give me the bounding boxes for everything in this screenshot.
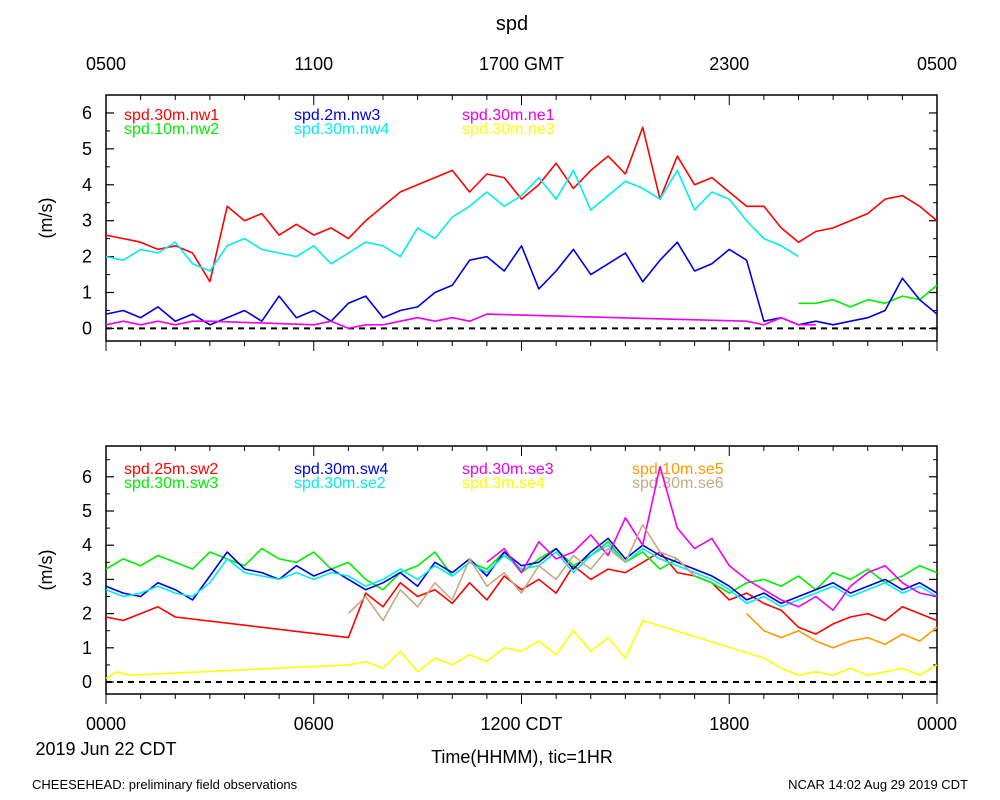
y-tick-label: 5 <box>82 501 92 521</box>
legend-entry: spd.10m.se5 <box>632 461 724 478</box>
series-line <box>347 523 696 622</box>
top-panel-ticks: 0 1 2 3 4 5 6 <box>82 95 938 351</box>
y-tick-label: 6 <box>82 467 92 487</box>
footer-left: CHEESEHEAD: preliminary field observatio… <box>32 777 298 792</box>
series-line <box>746 613 938 649</box>
gmt-tick-label: 0500 <box>917 54 957 74</box>
bottom-legend: spd.25m.sw2spd.30m.sw3spd.30m.sw4spd.30m… <box>124 461 724 492</box>
gmt-tick-label: 2300 <box>709 54 749 74</box>
y-tick-label: 0 <box>82 672 92 692</box>
bottom-cdt-tick-labels: 0000 0600 1200 CDT 1800 0000 <box>86 714 957 734</box>
top-series-group <box>105 126 938 330</box>
series-line <box>798 284 938 308</box>
legend-entry: spd.30m.nw4 <box>294 121 389 138</box>
top-legend: spd.30m.nw1spd.10m.nw2spd.2m.nw3spd.30m.… <box>124 107 555 138</box>
y-tick-label: 2 <box>82 604 92 624</box>
legend-entry: spd.30m.se3 <box>462 461 554 478</box>
gmt-tick-label: 1700 GMT <box>479 54 564 74</box>
y-tick-label: 6 <box>82 103 92 123</box>
legend-entry: spd.2m.nw3 <box>294 107 380 124</box>
legend-entry: spd.30m.se6 <box>632 475 724 492</box>
gmt-tick-label: 0500 <box>86 54 126 74</box>
series-line <box>105 537 938 605</box>
legend-entry: spd.30m.ne3 <box>462 121 555 138</box>
legend-entry: spd.30m.sw4 <box>294 461 388 478</box>
y-tick-label: 2 <box>82 247 92 267</box>
series-line <box>105 541 938 594</box>
legend-entry: spd.30m.sw3 <box>124 475 218 492</box>
cdt-tick-label: 0000 <box>917 714 957 734</box>
chart-title: spd <box>496 13 528 35</box>
y-tick-label: 1 <box>82 283 92 303</box>
series-line <box>105 241 938 326</box>
y-tick-label: 5 <box>82 139 92 159</box>
cdt-tick-label: 0000 <box>86 714 126 734</box>
legend-entry: spd.30m.ne1 <box>462 107 555 124</box>
series-line <box>105 169 799 272</box>
y-tick-label: 4 <box>82 175 92 195</box>
series-line <box>486 465 938 611</box>
series-line <box>105 126 938 283</box>
top-ylabel: (m/s) <box>36 198 56 239</box>
y-tick-label: 3 <box>82 211 92 231</box>
series-line <box>105 313 816 330</box>
series-line <box>105 551 938 639</box>
bottom-panel-ticks: 0 1 2 3 4 5 6 <box>82 446 938 704</box>
legend-entry: spd.3m.se4 <box>462 475 545 492</box>
y-tick-label: 0 <box>82 318 92 338</box>
series-line <box>105 619 938 680</box>
legend-entry: spd.25m.sw2 <box>124 461 218 478</box>
bottom-series-group <box>105 465 938 680</box>
date-label: 2019 Jun 22 CDT <box>35 739 176 759</box>
legend-entry: spd.10m.nw2 <box>124 121 219 138</box>
top-gmt-tick-labels: 0500 1100 1700 GMT 2300 0500 <box>86 54 957 74</box>
footer-right: NCAR 14:02 Aug 29 2019 CDT <box>788 777 968 792</box>
y-tick-label: 3 <box>82 569 92 589</box>
legend-entry: spd.30m.se2 <box>294 475 386 492</box>
bottom-ylabel: (m/s) <box>36 550 56 591</box>
cdt-tick-label: 0600 <box>294 714 334 734</box>
gmt-tick-label: 1100 <box>294 54 333 74</box>
x-axis-label: Time(HHMM), tic=1HR <box>431 747 613 767</box>
y-tick-label: 1 <box>82 638 92 658</box>
cdt-tick-label: 1800 <box>709 714 749 734</box>
cdt-tick-label: 1200 CDT <box>480 714 562 734</box>
series-line <box>105 544 938 608</box>
y-tick-label: 4 <box>82 535 92 555</box>
legend-entry: spd.30m.nw1 <box>124 107 219 124</box>
